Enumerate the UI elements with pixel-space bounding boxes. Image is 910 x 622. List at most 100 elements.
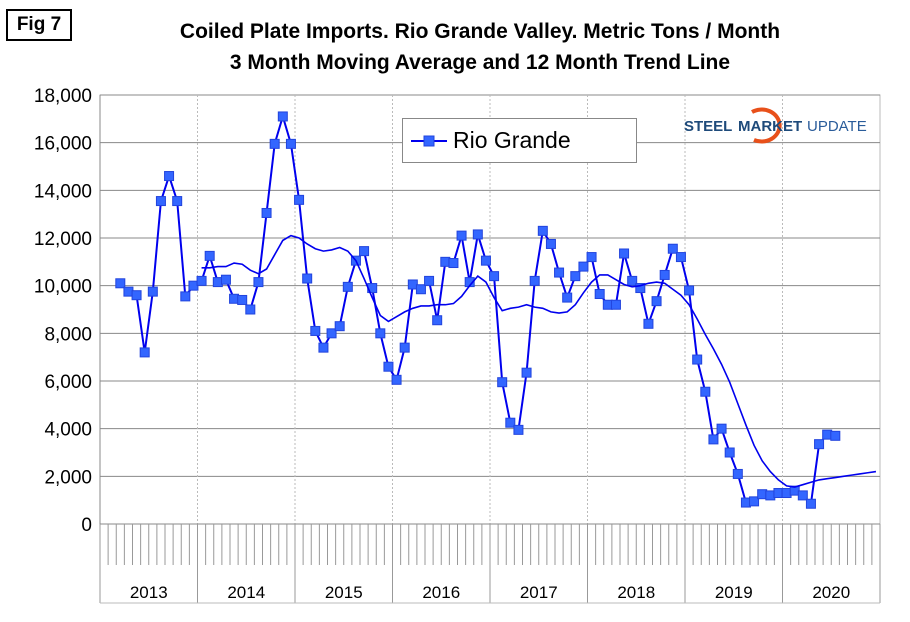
data-point xyxy=(115,278,126,289)
data-point xyxy=(180,291,191,302)
chart-subtitle: 3 Month Moving Average and 12 Month Tren… xyxy=(229,51,731,74)
data-point xyxy=(375,328,386,339)
data-point xyxy=(204,250,215,261)
data-point xyxy=(489,271,500,282)
data-point xyxy=(619,248,630,259)
data-point xyxy=(253,277,264,288)
data-point xyxy=(261,207,272,218)
data-point xyxy=(139,347,150,358)
data-point xyxy=(497,377,508,388)
data-point xyxy=(302,273,313,284)
data-point xyxy=(505,417,516,428)
data-point xyxy=(424,275,435,286)
data-point xyxy=(610,299,621,310)
y-tick-label: 4,000 xyxy=(44,420,92,441)
data-point xyxy=(480,255,491,266)
data-point xyxy=(245,304,256,315)
y-tick-label: 18,000 xyxy=(34,86,92,107)
y-tick-label: 10,000 xyxy=(34,277,92,298)
logo-arc-icon: STEEL MARKET UPDATE xyxy=(684,107,867,144)
data-point xyxy=(643,318,654,329)
trend-line xyxy=(201,234,877,488)
data-point xyxy=(399,342,410,353)
data-point xyxy=(805,498,816,509)
data-point xyxy=(684,285,695,296)
data-point xyxy=(326,328,337,339)
data-point xyxy=(456,230,467,241)
data-point xyxy=(472,229,483,240)
svg-text:UPDATE: UPDATE xyxy=(807,118,867,135)
data-point xyxy=(383,361,394,372)
data-point xyxy=(529,275,540,286)
data-point xyxy=(172,196,183,207)
y-tick-label: 12,000 xyxy=(34,229,92,250)
data-point xyxy=(391,374,402,385)
data-point xyxy=(732,468,743,479)
data-point xyxy=(537,225,548,236)
data-point xyxy=(749,496,760,507)
data-point xyxy=(586,252,597,263)
data-point xyxy=(594,289,605,300)
data-point xyxy=(342,281,353,292)
data-point xyxy=(814,439,825,450)
data-point xyxy=(700,386,711,397)
year-label: 2015 xyxy=(325,583,363,602)
year-label: 2016 xyxy=(422,583,460,602)
svg-text:MARKET: MARKET xyxy=(738,118,802,135)
data-point xyxy=(545,238,556,249)
svg-text:STEEL: STEEL xyxy=(684,118,732,135)
data-point xyxy=(285,138,296,149)
data-point xyxy=(692,354,703,365)
data-point xyxy=(359,246,370,257)
data-point xyxy=(521,367,532,378)
data-point xyxy=(627,275,638,286)
year-label: 2013 xyxy=(130,583,168,602)
y-tick-label: 14,000 xyxy=(34,181,92,202)
data-point xyxy=(147,286,158,297)
year-label: 2018 xyxy=(617,583,655,602)
data-point xyxy=(415,284,426,295)
data-point xyxy=(724,447,735,458)
y-tick-label: 6,000 xyxy=(44,372,92,393)
data-point xyxy=(220,274,231,285)
legend-marker-icon xyxy=(411,135,447,146)
legend-label: Rio Grande xyxy=(453,127,571,153)
y-tick-label: 2,000 xyxy=(44,467,92,488)
y-tick-label: 8,000 xyxy=(44,324,92,345)
data-point xyxy=(554,267,565,278)
y-tick-label: 0 xyxy=(81,515,92,536)
data-point xyxy=(196,275,207,286)
data-point xyxy=(277,111,288,122)
data-point xyxy=(432,315,443,326)
data-point xyxy=(164,171,175,182)
data-point xyxy=(708,434,719,445)
data-point xyxy=(269,138,280,149)
data-point xyxy=(830,430,841,441)
steel-market-update-logo: STEEL MARKET UPDATE xyxy=(682,104,882,144)
data-point xyxy=(570,271,581,282)
year-label: 2017 xyxy=(520,583,558,602)
data-point xyxy=(334,321,345,332)
data-point xyxy=(667,243,678,254)
data-point xyxy=(448,258,459,269)
year-label: 2014 xyxy=(227,583,265,602)
data-point xyxy=(659,269,670,280)
data-point xyxy=(675,252,686,263)
data-point xyxy=(513,424,524,435)
data-point xyxy=(294,194,305,205)
data-point xyxy=(651,296,662,307)
year-label: 2020 xyxy=(812,583,850,602)
data-point xyxy=(310,325,321,336)
data-point xyxy=(155,196,166,207)
data-point xyxy=(716,423,727,434)
data-point xyxy=(318,342,329,353)
chart-title: Coiled Plate Imports. Rio Grande Valley.… xyxy=(179,20,781,43)
y-tick-label: 16,000 xyxy=(34,134,92,155)
figure-label: Fig 7 xyxy=(6,9,72,41)
data-point xyxy=(797,490,808,501)
data-point xyxy=(562,292,573,303)
data-point xyxy=(578,261,589,272)
data-point xyxy=(635,283,646,294)
